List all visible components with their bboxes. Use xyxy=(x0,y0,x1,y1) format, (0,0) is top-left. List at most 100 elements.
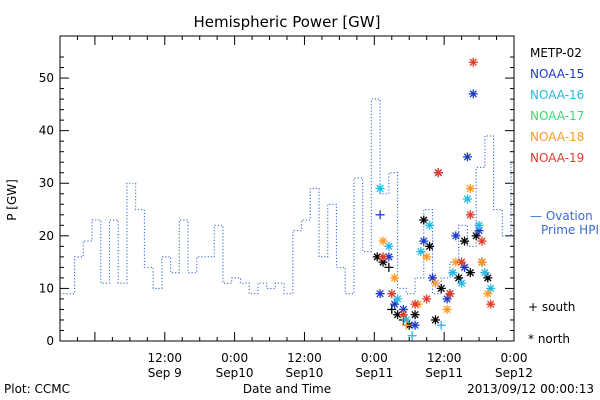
north-point-marker xyxy=(451,257,461,267)
marker-stroke xyxy=(379,237,387,245)
north-point-marker xyxy=(477,236,487,246)
plot-source: Plot: CCMC xyxy=(4,382,70,396)
legend-entry: NOAA-19 xyxy=(530,151,584,165)
north-point-marker xyxy=(457,257,467,267)
x-tick-label-time: 12:00 xyxy=(147,351,182,365)
south-point-marker xyxy=(401,320,411,330)
marker-stroke xyxy=(452,258,460,266)
north-point-marker xyxy=(425,241,435,251)
x-tick-label-date: Sep12 xyxy=(495,366,533,380)
north-point-marker xyxy=(436,283,446,293)
north-point-marker xyxy=(468,89,478,99)
north-point-marker xyxy=(393,310,403,320)
x-tick-label-date: Sep11 xyxy=(355,366,393,380)
north-point-marker xyxy=(419,236,429,246)
marker-stroke xyxy=(422,253,431,261)
north-point-marker xyxy=(375,184,385,193)
north-point-marker xyxy=(390,273,400,283)
x-tick-label-time: 0:00 xyxy=(361,351,388,365)
y-axis-ticks: 0 10 20 30 40 50 xyxy=(39,56,514,348)
marker-stroke xyxy=(463,153,472,161)
marker-stroke xyxy=(379,258,387,266)
marker-stroke xyxy=(376,289,384,298)
satellite-points xyxy=(372,57,496,341)
x-tick-label-time: 12:00 xyxy=(287,351,322,365)
marker-stroke xyxy=(434,169,443,177)
marker-stroke xyxy=(428,274,437,282)
north-point-marker xyxy=(483,289,493,299)
marker-stroke xyxy=(475,226,483,235)
marker-stroke xyxy=(422,295,431,303)
marker-stroke xyxy=(452,232,460,240)
marker-stroke xyxy=(466,184,475,193)
marker-stroke xyxy=(469,90,477,98)
south-point-marker xyxy=(436,320,446,330)
north-point-marker xyxy=(428,273,438,283)
marker-stroke xyxy=(484,274,492,282)
legend-entry: METP-02 xyxy=(530,46,582,60)
marker-stroke xyxy=(446,289,454,298)
south-point-marker xyxy=(407,331,417,341)
marker-stroke xyxy=(469,58,477,66)
north-point-marker xyxy=(375,289,385,299)
north-point-marker xyxy=(410,320,420,330)
north-point-marker xyxy=(480,268,490,278)
x-axis-label: Date and Time xyxy=(243,382,331,396)
north-point-marker xyxy=(445,289,455,299)
ovation-label-line2: Prime HPI xyxy=(541,223,599,237)
y-tick-label: 20 xyxy=(39,229,54,243)
north-point-marker xyxy=(384,241,394,251)
marker-stroke xyxy=(431,279,440,287)
x-tick-label-date: Sep10 xyxy=(216,366,254,380)
marker-stroke xyxy=(478,258,486,266)
marker-stroke xyxy=(460,263,469,272)
south-point-marker xyxy=(375,210,385,220)
x-tick-label-time: 0:00 xyxy=(221,351,248,365)
north-point-marker xyxy=(422,252,432,262)
plot-frame xyxy=(59,35,515,342)
north-point-marker xyxy=(387,289,397,299)
marker-stroke xyxy=(390,274,399,282)
legend: METP-02 NOAA-15 NOAA-16 NOAA-17 NOAA-18 NOAA-… xyxy=(530,46,584,165)
north-point-marker xyxy=(462,194,472,204)
marker-stroke xyxy=(460,237,469,245)
plot-timestamp: 2013/09/12 00:00:13 xyxy=(467,382,594,396)
ovation-series xyxy=(60,98,514,295)
marker-stroke xyxy=(376,184,384,193)
north-point-marker xyxy=(378,236,388,246)
marker-stroke xyxy=(379,253,387,261)
north-point-marker xyxy=(419,215,429,225)
x-tick-label-time: 0:00 xyxy=(501,351,528,365)
chart-title: Hemispheric Power [GW] xyxy=(194,13,381,31)
marker-stroke xyxy=(411,311,419,319)
marker-stroke xyxy=(484,289,492,298)
marker-stroke xyxy=(373,253,381,261)
north-point-marker xyxy=(486,299,496,309)
marker-stroke xyxy=(425,221,434,230)
marker-stroke xyxy=(393,295,402,303)
marker-stroke xyxy=(425,242,434,251)
marker-stroke xyxy=(385,253,393,261)
legend-entry: NOAA-18 xyxy=(530,130,584,144)
south-point-marker xyxy=(384,262,394,272)
legend-entry: NOAA-15 xyxy=(530,67,584,81)
marker-stroke xyxy=(417,247,425,256)
x-tick-label-time: 12:00 xyxy=(427,351,462,365)
y-tick-label: 10 xyxy=(39,281,54,295)
north-point-marker xyxy=(474,220,484,230)
marker-stroke xyxy=(463,195,472,203)
legend-entry: NOAA-17 xyxy=(530,109,584,123)
marker-stroke xyxy=(443,295,451,303)
marker-stroke xyxy=(399,311,408,319)
y-tick-label: 50 xyxy=(39,71,54,85)
marker-stroke xyxy=(487,300,495,308)
marker-stroke xyxy=(399,305,408,314)
marker-stroke xyxy=(443,305,451,314)
x-tick-label-date: Sep11 xyxy=(425,366,463,380)
marker-stroke xyxy=(402,316,411,324)
marker-stroke xyxy=(437,284,445,293)
north-point-marker xyxy=(393,294,403,304)
marker-stroke xyxy=(385,242,393,251)
marker-stroke xyxy=(487,284,495,293)
